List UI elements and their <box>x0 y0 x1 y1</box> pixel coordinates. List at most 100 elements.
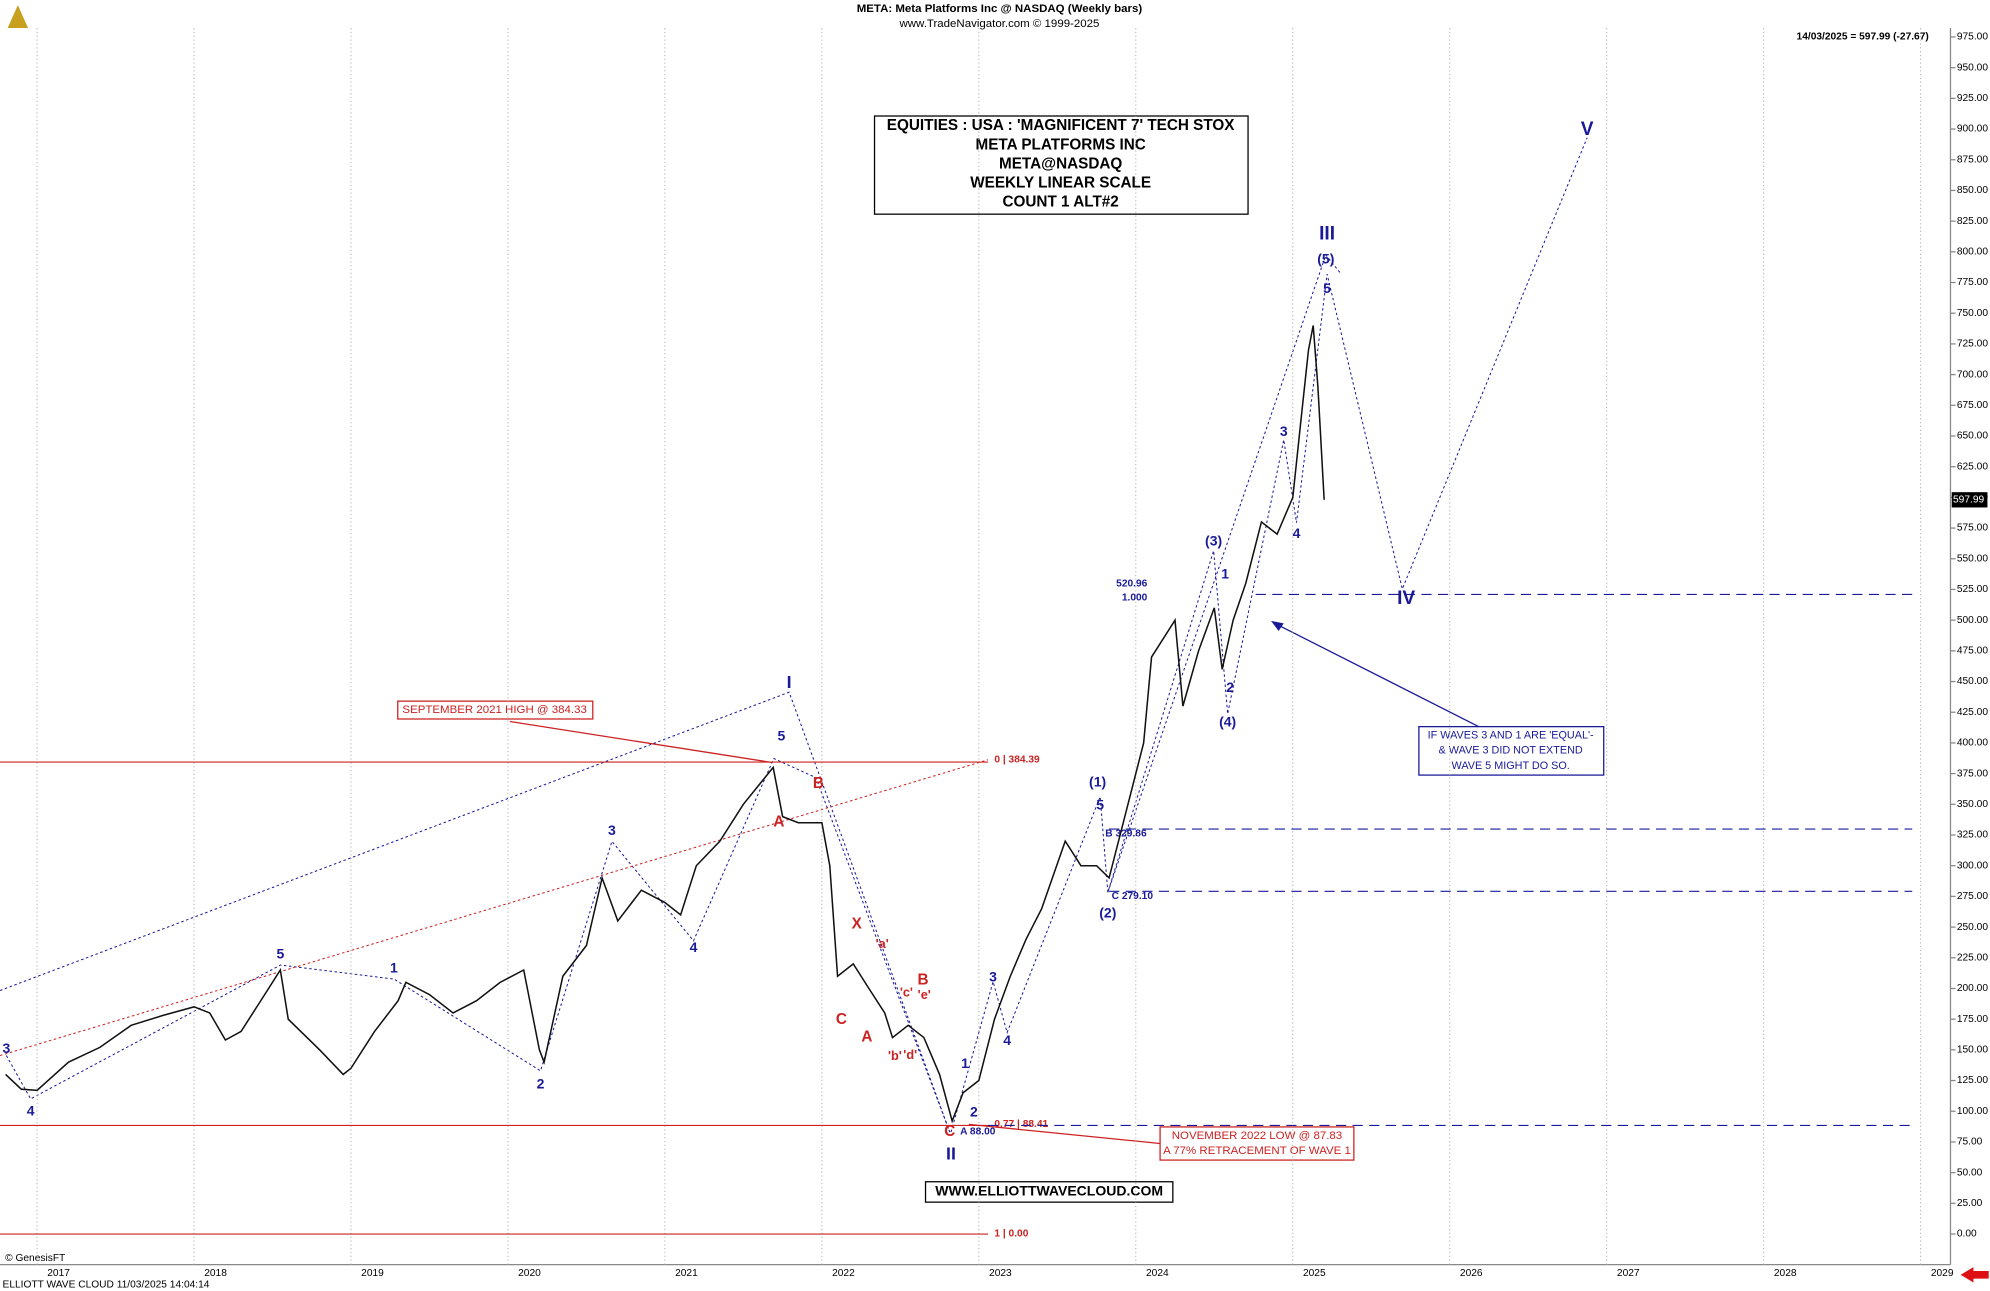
y-tick-label: 925.00 <box>1957 93 1988 104</box>
y-tick-label: 975.00 <box>1957 32 1988 43</box>
y-tick-label: 175.00 <box>1957 1014 1988 1025</box>
y-tick-label: 125.00 <box>1957 1075 1988 1086</box>
y-tick-label: 575.00 <box>1957 523 1988 534</box>
callout: & WAVE 3 DID NOT EXTEND <box>1439 745 1583 757</box>
wave-label: 4 <box>1003 1032 1011 1048</box>
wave-label: (4) <box>1219 714 1236 730</box>
y-tick-label: 225.00 <box>1957 952 1988 963</box>
wave-label: A 88.00 <box>960 1127 996 1138</box>
y-tick-label: 300.00 <box>1957 860 1988 871</box>
info-line: META@NASDAQ <box>999 155 1122 172</box>
wave-label: 'd' <box>903 1047 917 1062</box>
wave-label: 3 <box>2 1040 10 1056</box>
y-tick-label: 425.00 <box>1957 707 1988 718</box>
wave-label: 4 <box>1293 525 1301 541</box>
y-tick-label: 100.00 <box>1957 1106 1988 1117</box>
y-tick-label: 250.00 <box>1957 922 1988 933</box>
wave-label: 'e' <box>918 987 931 1002</box>
level-note: 1.000 <box>1122 593 1148 604</box>
x-tick-label: 2018 <box>204 1268 227 1279</box>
y-tick-label: 875.00 <box>1957 154 1988 165</box>
wave-label: II <box>946 1144 956 1164</box>
y-tick-label: 675.00 <box>1957 400 1988 411</box>
x-tick-label: 2024 <box>1146 1268 1169 1279</box>
callout: IF WAVES 3 AND 1 ARE 'EQUAL'- <box>1428 729 1594 741</box>
logo <box>7 5 29 29</box>
wave-label: 2 <box>1226 679 1234 695</box>
footer: ELLIOTT WAVE CLOUD 11/03/2025 14:04:14 <box>3 1280 210 1291</box>
y-tick-label: 700.00 <box>1957 369 1988 380</box>
y-tick-label: 25.00 <box>1957 1198 1983 1209</box>
y-tick-label: 350.00 <box>1957 799 1988 810</box>
x-tick-label: 2029 <box>1931 1268 1954 1279</box>
arrow-head <box>1270 620 1284 632</box>
level-label: B 329.86 <box>1105 828 1147 839</box>
callout-arrow <box>1274 622 1480 728</box>
x-tick-label: 2019 <box>361 1268 384 1279</box>
info-line: META PLATFORMS INC <box>975 136 1145 153</box>
info-box <box>873 115 1249 215</box>
wave-label: A <box>861 1029 872 1046</box>
wave-label: I <box>787 672 792 692</box>
wave-label: 5 <box>1323 280 1331 296</box>
x-tick-label: 2020 <box>518 1268 541 1279</box>
wave-label: III <box>1319 224 1335 245</box>
y-tick-label: 800.00 <box>1957 247 1988 258</box>
price-tag: 597.99 <box>1953 495 1984 506</box>
y-tick-label: 525.00 <box>1957 584 1988 595</box>
y-tick-label: 475.00 <box>1957 646 1988 657</box>
wave-label: 5 <box>778 728 786 744</box>
level-label: C 279.10 <box>1112 891 1154 902</box>
y-tick-label: 900.00 <box>1957 124 1988 135</box>
wave-label: 1 <box>961 1055 969 1071</box>
x-tick-label: 2023 <box>989 1268 1012 1279</box>
wave-label: 4 <box>27 1102 35 1118</box>
x-tick-label: 2021 <box>675 1268 698 1279</box>
y-tick-label: 500.00 <box>1957 615 1988 626</box>
price-tag-bg <box>1951 492 1988 508</box>
level-label: 0 | 384.39 <box>994 754 1040 765</box>
wave-label: (3) <box>1205 532 1222 548</box>
wave-label: (5) <box>1317 251 1334 267</box>
wave-label: (2) <box>1099 905 1116 921</box>
wave-label: 3 <box>608 822 616 838</box>
y-tick-label: 450.00 <box>1957 676 1988 687</box>
trend-line <box>0 759 989 1057</box>
wave-label: V <box>1581 119 1594 140</box>
x-tick-label: 2025 <box>1303 1268 1326 1279</box>
y-tick-label: 750.00 <box>1957 308 1988 319</box>
wave-label: 'a' <box>876 936 889 951</box>
y-tick-label: 650.00 <box>1957 431 1988 442</box>
wave-label: 3 <box>1280 423 1288 439</box>
scroll-arrow <box>1960 1267 1989 1283</box>
price-line <box>5 325 1325 1124</box>
wave-label: 1 <box>1221 566 1229 582</box>
y-tick-label: 550.00 <box>1957 553 1988 564</box>
callout: SEPTEMBER 2021 HIGH @ 384.33 <box>402 704 586 716</box>
y-tick-label: 75.00 <box>1957 1137 1983 1148</box>
y-tick-label: 375.00 <box>1957 768 1988 779</box>
wave-label: B <box>917 971 928 988</box>
info-line: COUNT 1 ALT#2 <box>1002 194 1118 211</box>
x-tick-label: 2022 <box>832 1268 855 1279</box>
level-label: 0.77 | 88.41 <box>994 1119 1048 1130</box>
chart-subtitle: www.TradeNavigator.com © 1999-2025 <box>899 18 1100 30</box>
callout: A 77% RETRACEMENT OF WAVE 1 <box>1163 1145 1351 1157</box>
y-tick-label: 275.00 <box>1957 891 1988 902</box>
y-tick-label: 200.00 <box>1957 983 1988 994</box>
info-line: EQUITIES : USA : 'MAGNIFICENT 7' TECH ST… <box>887 117 1236 134</box>
y-tick-label: 850.00 <box>1957 185 1988 196</box>
wave-label: 4 <box>690 939 698 955</box>
y-tick-label: 325.00 <box>1957 830 1988 841</box>
y-tick-label: 50.00 <box>1957 1167 1983 1178</box>
wave-label: C <box>836 1011 847 1028</box>
y-tick-label: 775.00 <box>1957 277 1988 288</box>
callout-box <box>397 700 594 720</box>
website: WWW.ELLIOTTWAVECLOUD.COM <box>935 1183 1163 1199</box>
y-tick-label: 625.00 <box>1957 461 1988 472</box>
wave-label: A <box>773 813 784 830</box>
callout: WAVE 5 MIGHT DO SO. <box>1451 760 1569 772</box>
level-label: 520.96 <box>1116 579 1147 590</box>
